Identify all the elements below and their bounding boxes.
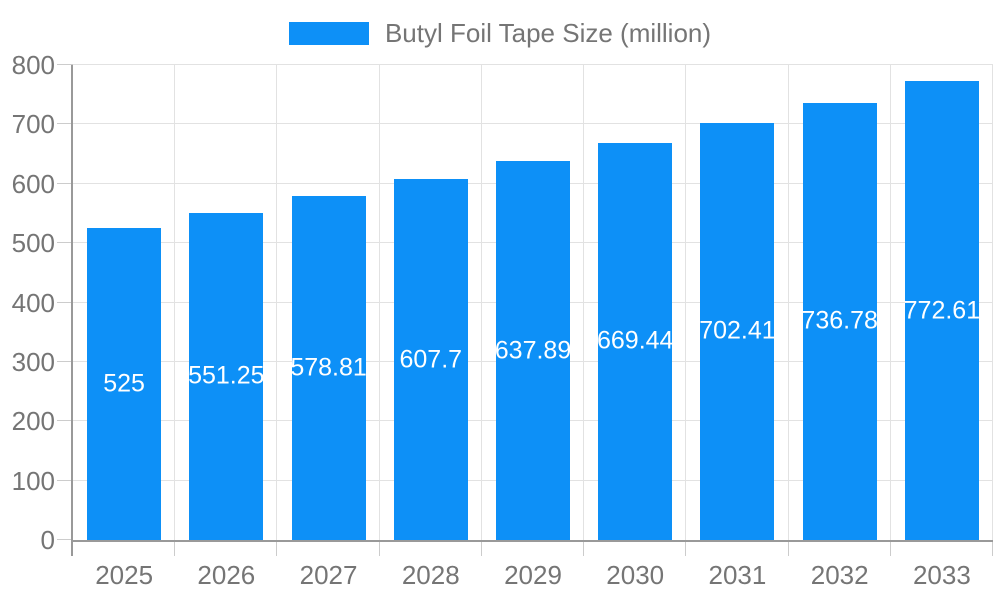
- bar-value-label-2026: 551.25: [188, 361, 265, 390]
- y-axis-line: [71, 65, 73, 556]
- y-axis-tick-label: 600: [11, 168, 55, 199]
- y-axis-tick-label: 100: [11, 465, 55, 496]
- gridline-vertical: [378, 65, 380, 540]
- gridline-vertical: [889, 65, 891, 540]
- bar-value-label-2032: 736.78: [801, 306, 878, 335]
- gridline-horizontal: [73, 123, 993, 125]
- bar-2028[interactable]: [393, 179, 468, 540]
- x-axis-label-2027: 2027: [299, 560, 358, 590]
- x-axis-line: [73, 540, 993, 542]
- bar-2025[interactable]: [87, 228, 162, 540]
- y-axis-tick: [57, 123, 73, 125]
- legend[interactable]: Butyl Foil Tape Size (million): [0, 18, 1000, 49]
- x-axis-label-2030: 2030: [606, 560, 665, 590]
- x-axis-tick: [174, 540, 176, 556]
- y-axis-tick-label: 0: [40, 525, 55, 555]
- y-axis-tick: [57, 301, 73, 303]
- x-axis-label-2028: 2028: [401, 560, 460, 590]
- gridline-vertical: [583, 65, 585, 540]
- gridline-vertical: [685, 65, 687, 540]
- x-axis-tick: [276, 540, 278, 556]
- y-axis-tick: [57, 420, 73, 422]
- x-axis-tick: [685, 540, 687, 556]
- bar-2033[interactable]: [904, 81, 979, 540]
- y-axis-tick-label: 700: [11, 109, 55, 140]
- bar-value-label-2030: 669.44: [596, 326, 674, 355]
- y-axis-tick-label: 800: [11, 50, 55, 80]
- legend-swatch: [288, 22, 369, 46]
- x-axis-label-2032: 2032: [810, 560, 869, 590]
- y-axis-tick-label: 300: [11, 346, 55, 377]
- x-axis-tick: [480, 540, 482, 556]
- x-axis-label-2029: 2029: [504, 560, 562, 590]
- bar-value-label-2029: 637.89: [494, 336, 572, 365]
- x-axis-label-2033: 2033: [912, 560, 971, 590]
- x-axis-label-2031: 2031: [708, 560, 767, 590]
- gridline-vertical: [276, 65, 278, 540]
- bar-2026[interactable]: [189, 212, 264, 540]
- y-axis-tick: [57, 539, 73, 540]
- y-axis-tick: [57, 242, 73, 244]
- gridline-vertical: [992, 65, 993, 540]
- bar-2031[interactable]: [700, 122, 775, 540]
- bar-2029[interactable]: [496, 161, 570, 540]
- gridline-vertical: [787, 65, 789, 540]
- y-axis-tick: [57, 64, 73, 65]
- gridline-vertical: [480, 65, 482, 540]
- x-axis-tick: [787, 540, 789, 556]
- y-axis-tick-label: 500: [11, 228, 55, 259]
- gridline-vertical: [174, 65, 176, 540]
- y-axis-tick: [57, 479, 73, 481]
- y-axis-tick: [57, 360, 73, 362]
- bar-2030[interactable]: [598, 142, 673, 540]
- y-axis-tick-label: 200: [11, 406, 55, 437]
- bar-value-label-2025: 525: [103, 369, 145, 398]
- bar-value-label-2033: 772.61: [903, 296, 981, 325]
- bar-value-label-2027: 578.81: [290, 353, 367, 382]
- y-axis-tick-label: 400: [11, 287, 55, 318]
- bar-2027[interactable]: [291, 196, 366, 540]
- gridline-horizontal: [73, 64, 993, 65]
- legend-label: Butyl Foil Tape Size (million): [384, 18, 712, 48]
- x-axis-label-2025: 2025: [95, 560, 154, 590]
- y-axis-tick: [57, 182, 73, 184]
- x-axis-tick: [992, 540, 993, 556]
- x-axis-label-2026: 2026: [197, 560, 256, 590]
- x-axis-tick: [583, 540, 585, 556]
- bar-value-label-2031: 702.41: [699, 316, 776, 345]
- bar-value-label-2028: 607.7: [399, 345, 463, 374]
- bar-2032[interactable]: [802, 102, 877, 540]
- x-axis-tick: [378, 540, 380, 556]
- x-axis-tick: [889, 540, 891, 556]
